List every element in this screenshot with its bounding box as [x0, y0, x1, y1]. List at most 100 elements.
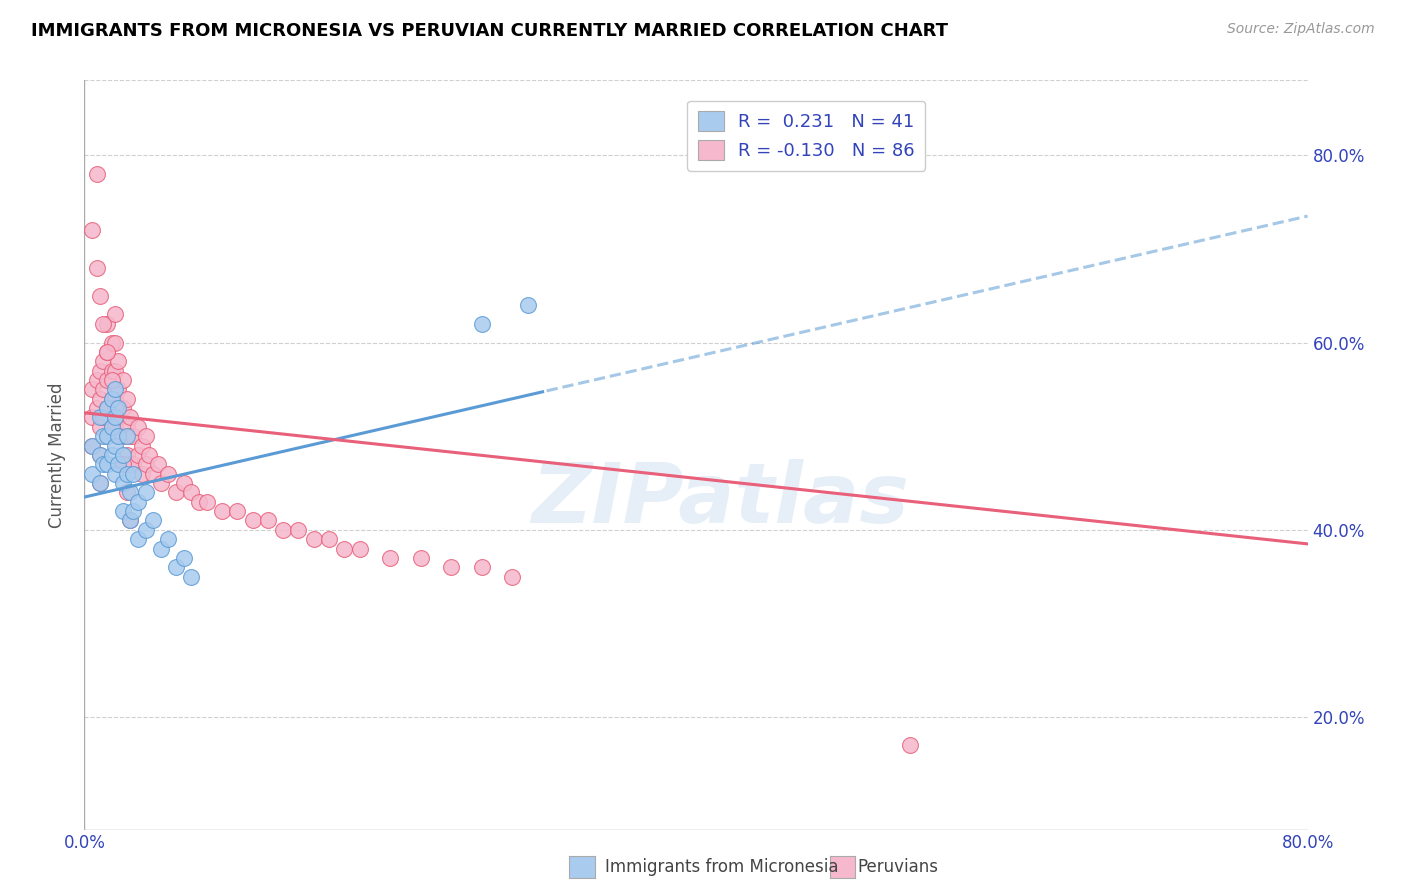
Point: [127, 532, 149, 546]
Point: [135, 485, 157, 500]
Text: Source: ZipAtlas.com: Source: ZipAtlas.com: [1227, 22, 1375, 37]
Point: [104, 364, 127, 378]
Point: [135, 429, 157, 443]
Point: [80, 438, 103, 452]
Point: [111, 504, 134, 518]
Point: [165, 485, 187, 500]
Point: [89, 410, 111, 425]
Point: [111, 429, 134, 443]
Point: [101, 392, 124, 406]
Point: [157, 532, 180, 546]
Point: [287, 523, 309, 537]
Point: [349, 541, 371, 556]
Text: ZIPatlas: ZIPatlas: [531, 459, 910, 541]
Point: [380, 551, 402, 566]
Point: [138, 448, 160, 462]
Point: [101, 364, 124, 378]
Point: [104, 467, 127, 481]
Point: [89, 476, 111, 491]
Point: [149, 541, 172, 556]
Point: [96, 401, 118, 416]
Point: [173, 476, 195, 491]
Point: [91, 457, 114, 471]
Point: [120, 514, 142, 528]
Text: Immigrants from Micronesia: Immigrants from Micronesia: [605, 858, 838, 876]
Point: [86, 260, 108, 275]
Point: [111, 373, 134, 387]
Point: [104, 401, 127, 416]
Point: [120, 410, 142, 425]
Point: [226, 504, 249, 518]
Point: [101, 392, 124, 406]
Point: [89, 448, 111, 462]
Point: [440, 560, 463, 574]
Point: [157, 467, 180, 481]
Point: [104, 307, 127, 321]
Text: IMMIGRANTS FROM MICRONESIA VS PERUVIAN CURRENTLY MARRIED CORRELATION CHART: IMMIGRANTS FROM MICRONESIA VS PERUVIAN C…: [31, 22, 948, 40]
Point: [898, 739, 921, 753]
Point: [146, 457, 169, 471]
Point: [115, 429, 138, 443]
Point: [188, 494, 211, 508]
Point: [107, 410, 129, 425]
Point: [96, 429, 118, 443]
Point: [107, 457, 129, 471]
Point: [96, 317, 118, 331]
Point: [91, 382, 114, 396]
Y-axis label: Currently Married: Currently Married: [48, 382, 66, 528]
Point: [89, 289, 111, 303]
Point: [502, 570, 524, 584]
Point: [131, 438, 153, 452]
Point: [180, 485, 202, 500]
Legend: R =  0.231   N = 41, R = -0.130   N = 86: R = 0.231 N = 41, R = -0.130 N = 86: [688, 101, 925, 171]
Point: [115, 467, 138, 481]
Point: [107, 429, 129, 443]
Point: [101, 373, 124, 387]
Point: [80, 467, 103, 481]
Point: [86, 373, 108, 387]
Point: [111, 457, 134, 471]
Point: [257, 514, 280, 528]
Point: [142, 514, 165, 528]
Point: [80, 438, 103, 452]
Point: [96, 344, 118, 359]
Point: [149, 476, 172, 491]
Text: Peruvians: Peruvians: [858, 858, 939, 876]
Point: [96, 401, 118, 416]
Point: [107, 429, 129, 443]
Point: [96, 457, 118, 471]
Point: [89, 448, 111, 462]
Point: [302, 532, 325, 546]
Point: [127, 420, 149, 434]
Point: [409, 551, 432, 566]
Point: [271, 523, 294, 537]
Point: [122, 467, 145, 481]
Point: [101, 448, 124, 462]
Point: [86, 167, 108, 181]
Point: [96, 429, 118, 443]
Point: [120, 485, 142, 500]
Point: [120, 457, 142, 471]
Point: [89, 364, 111, 378]
Point: [333, 541, 356, 556]
Point: [127, 494, 149, 508]
Point: [104, 420, 127, 434]
Point: [180, 570, 202, 584]
Point: [91, 410, 114, 425]
Point: [122, 457, 145, 471]
Point: [115, 392, 138, 406]
Point: [115, 448, 138, 462]
Point: [80, 223, 103, 237]
Point: [122, 429, 145, 443]
Point: [115, 485, 138, 500]
Point: [111, 457, 134, 471]
Point: [107, 382, 129, 396]
Point: [96, 344, 118, 359]
Point: [104, 335, 127, 350]
Point: [111, 401, 134, 416]
Point: [135, 457, 157, 471]
Point: [122, 504, 145, 518]
Point: [107, 354, 129, 368]
Point: [111, 476, 134, 491]
Point: [89, 392, 111, 406]
